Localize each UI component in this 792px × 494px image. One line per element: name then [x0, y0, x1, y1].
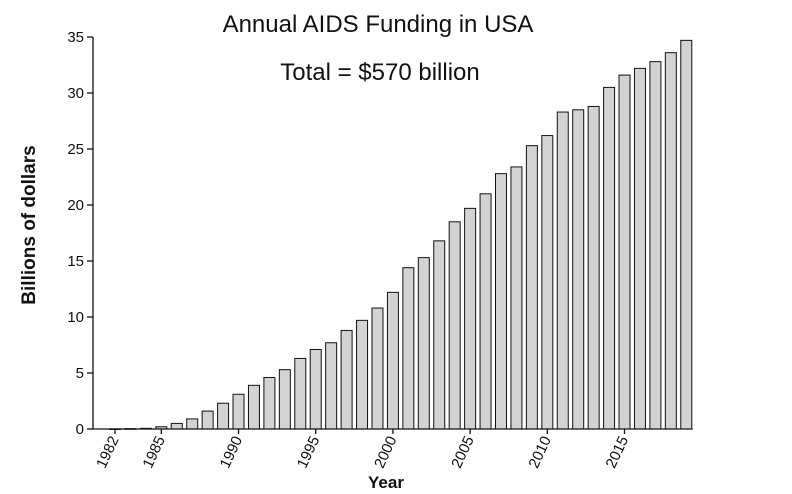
bar-1997 — [340, 329, 353, 430]
bar-2006 — [479, 193, 492, 430]
y-tick-label: 15 — [67, 253, 84, 270]
bar-1986 — [170, 422, 183, 430]
bar-1994 — [294, 357, 307, 430]
y-tick-label: 30 — [67, 85, 84, 102]
y-axis: 0 5 10 15 20 25 30 35 — [67, 29, 94, 438]
y-tick-label: 10 — [67, 309, 84, 326]
bar-1990 — [232, 393, 245, 430]
x-axis-title: Year — [368, 473, 404, 492]
x-tick-label: 2010 — [525, 434, 555, 471]
bar-1996 — [325, 342, 338, 430]
y-tick-label: 35 — [67, 29, 84, 46]
bar-1993 — [278, 369, 291, 430]
x-axis: 1982 1985 1990 1995 2000 2005 2010 2015 — [93, 428, 693, 471]
chart-title: Annual AIDS Funding in USA — [223, 11, 534, 38]
bars-group — [109, 39, 693, 430]
bar-2007 — [495, 173, 507, 430]
y-tick-label: 25 — [67, 141, 84, 158]
bar-2003 — [433, 240, 446, 430]
bar-2009 — [525, 145, 538, 430]
bar-2004 — [448, 221, 461, 430]
y-tick-label: 20 — [67, 197, 84, 214]
bar-2019 — [680, 39, 693, 430]
bar-2010 — [541, 135, 554, 430]
bar-1998 — [356, 319, 369, 430]
bar-1991 — [247, 384, 260, 430]
y-tick-label: 5 — [76, 365, 84, 382]
chart-subtitle: Total = $570 billion — [280, 59, 479, 86]
bar-2002 — [417, 257, 430, 430]
bar-2014 — [603, 86, 616, 430]
bar-1995 — [309, 348, 322, 430]
bar-1987 — [186, 418, 199, 430]
bar-2000 — [386, 291, 399, 430]
bar-2016 — [633, 67, 646, 430]
y-tick-label: 0 — [76, 421, 84, 438]
x-tick-label: 1982 — [93, 434, 123, 471]
bar-2011 — [556, 111, 569, 430]
x-tick-label: 2005 — [448, 434, 478, 471]
y-axis-title: Billions of dollars — [19, 145, 40, 304]
x-tick-label: 2000 — [371, 434, 401, 471]
x-tick-label: 2015 — [603, 434, 633, 471]
bar-2005 — [464, 207, 477, 430]
bar-1988 — [201, 410, 214, 430]
x-tick-label: 1990 — [217, 434, 247, 471]
bar-2013 — [587, 105, 600, 430]
x-tick-label: 1985 — [139, 434, 169, 471]
bar-2001 — [402, 267, 415, 430]
bar-1999 — [371, 307, 384, 430]
bar-2008 — [510, 166, 523, 430]
bar-2015 — [618, 74, 631, 430]
bar-2012 — [572, 109, 585, 430]
bar-2018 — [664, 52, 677, 430]
bar-1989 — [217, 402, 230, 430]
x-tick-label: 1995 — [294, 434, 324, 471]
bar-2017 — [649, 61, 662, 430]
bar-1992 — [263, 376, 276, 430]
